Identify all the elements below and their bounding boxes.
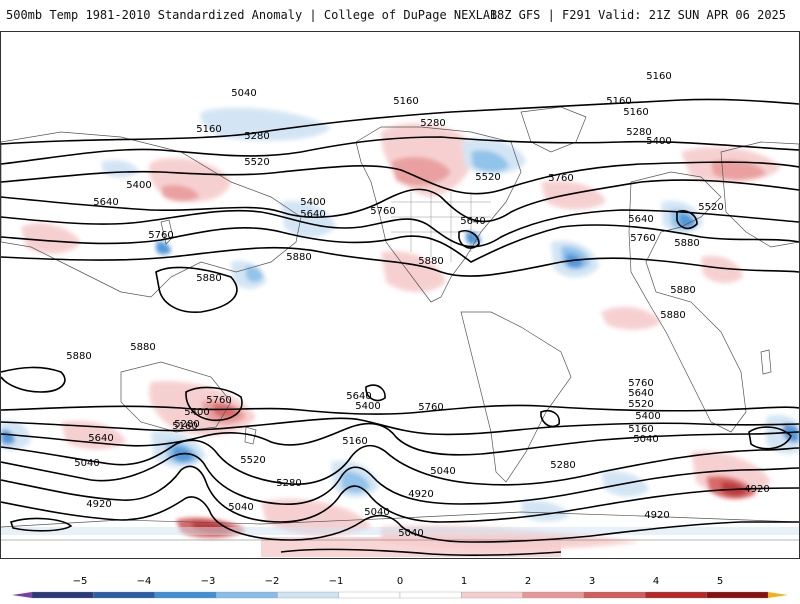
colorbar-tick-label: 5 <box>717 576 723 587</box>
contour-label: 5040 <box>228 502 253 513</box>
contour-label: 5520 <box>240 455 265 466</box>
colorbar-segment <box>154 591 217 599</box>
contour-label: 5160 <box>393 96 418 107</box>
contour-label: 4920 <box>86 499 111 510</box>
contour-label: 5280 <box>174 419 199 430</box>
contour-label: 5400 <box>635 411 660 422</box>
contour-label: 5520 <box>475 172 500 183</box>
contour-label: 5640 <box>628 214 653 225</box>
contour-label: 5880 <box>670 285 695 296</box>
contour-label: 4920 <box>744 484 769 495</box>
colorbar-segment <box>399 591 462 599</box>
contour-label: 5640 <box>88 433 113 444</box>
colorbar-max-extend <box>768 592 788 598</box>
colorbar-segment <box>31 591 94 599</box>
contour-label: 5040 <box>633 434 658 445</box>
contour-label: 5760 <box>418 402 443 413</box>
contour-label: 5280 <box>626 127 651 138</box>
map-panel: 5160 5040 5160 5160 5160 5280 5160 5280 5280 5400… <box>0 31 800 559</box>
colorbar-tick-label: −3 <box>201 576 216 587</box>
colorbar-tick-label: −1 <box>329 576 344 587</box>
contour-label: 5640 <box>460 216 485 227</box>
contour-label: 5760 <box>548 173 573 184</box>
contour-label: 5160 <box>606 96 631 107</box>
contour-label: 5640 <box>300 209 325 220</box>
contour-label: 4920 <box>408 489 433 500</box>
contour-label: 5520 <box>628 399 653 410</box>
contour-label: 5400 <box>355 401 380 412</box>
colorbar-min-extend <box>12 592 32 598</box>
contour-label: 5520 <box>698 202 723 213</box>
contour-label: 5040 <box>430 466 455 477</box>
contour-label: 5640 <box>93 197 118 208</box>
contour-label: 4920 <box>644 510 669 521</box>
contour-label: 5760 <box>630 233 655 244</box>
contour-label: 5160 <box>628 424 653 435</box>
contour-label: 5760 <box>206 395 231 406</box>
run-info: 18Z GFS | F291 Valid: 21Z SUN APR 06 202… <box>489 8 786 22</box>
colorbar-segment <box>215 591 278 599</box>
contour-label: 5160 <box>623 107 648 118</box>
colorbar-segment <box>461 591 523 599</box>
colorbar-segment <box>93 591 155 599</box>
colorbar-segment <box>706 591 769 599</box>
contour-label: 5280 <box>550 460 575 471</box>
colorbar-tick-label: 1 <box>461 576 467 587</box>
contour-label: 5040 <box>74 458 99 469</box>
colorbar-tick-label: −5 <box>73 576 88 587</box>
contour-label: 5400 <box>126 180 151 191</box>
height-contours <box>1 98 799 557</box>
colorbar-graphic: −5 −4 −3 −2 −1 0 1 2 3 4 5 <box>12 576 788 599</box>
colorbar-tick-label: −2 <box>265 576 280 587</box>
contour-label: 5160 <box>646 71 671 82</box>
colorbar-segment <box>645 591 707 599</box>
colorbar-segment <box>338 591 401 599</box>
colorbar-tick-label: 0 <box>397 576 403 587</box>
contour-label: 5040 <box>231 88 256 99</box>
colorbar-tick-label: 2 <box>525 576 531 587</box>
contour-label: 5640 <box>628 388 653 399</box>
contour-label: 5400 <box>184 407 209 418</box>
contour-label: 5520 <box>244 157 269 168</box>
colorbar-segment <box>522 591 585 599</box>
contour-label: 5160 <box>172 421 197 432</box>
contour-label: 5400 <box>646 136 671 147</box>
map-title: 500mb Temp 1981-2010 Standardized Anomal… <box>6 8 498 22</box>
contour-label: 5880 <box>130 342 155 353</box>
anomaly-shading <box>1 107 799 550</box>
contour-label: 5880 <box>674 238 699 249</box>
contour-label: 5760 <box>370 206 395 217</box>
colorbar-tick-label: 4 <box>653 576 659 587</box>
colorbar-segment <box>583 591 646 599</box>
contour-label: 5880 <box>66 351 91 362</box>
us-state-lines <box>391 192 491 262</box>
contour-label: 5160 <box>342 436 367 447</box>
contour-label: 5280 <box>244 131 269 142</box>
contour-label: 5880 <box>196 273 221 284</box>
colorbar-tick-label: 3 <box>589 576 595 587</box>
contour-label: 5040 <box>364 507 389 518</box>
colorbar-segment <box>277 591 339 599</box>
contour-label: 5280 <box>420 118 445 129</box>
contour-label: 5880 <box>286 252 311 263</box>
contour-label: 5400 <box>300 197 325 208</box>
header-bar: 500mb Temp 1981-2010 Standardized Anomal… <box>0 0 800 30</box>
contour-label: 5880 <box>418 256 443 267</box>
contour-label: 5880 <box>660 310 685 321</box>
colorbar: −5 −4 −3 −2 −1 0 1 2 3 4 5 <box>0 570 800 600</box>
contour-label: 5160 <box>196 124 221 135</box>
contour-label: 5640 <box>346 391 371 402</box>
contour-label: 5760 <box>628 378 653 389</box>
colorbar-tick-label: −4 <box>137 576 152 587</box>
contour-label: 5040 <box>398 528 423 539</box>
contour-label: 5760 <box>148 230 173 241</box>
contour-label: 5280 <box>276 478 301 489</box>
